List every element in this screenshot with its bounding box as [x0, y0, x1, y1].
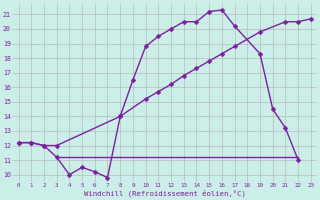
X-axis label: Windchill (Refroidissement éolien,°C): Windchill (Refroidissement éolien,°C)	[84, 190, 246, 197]
